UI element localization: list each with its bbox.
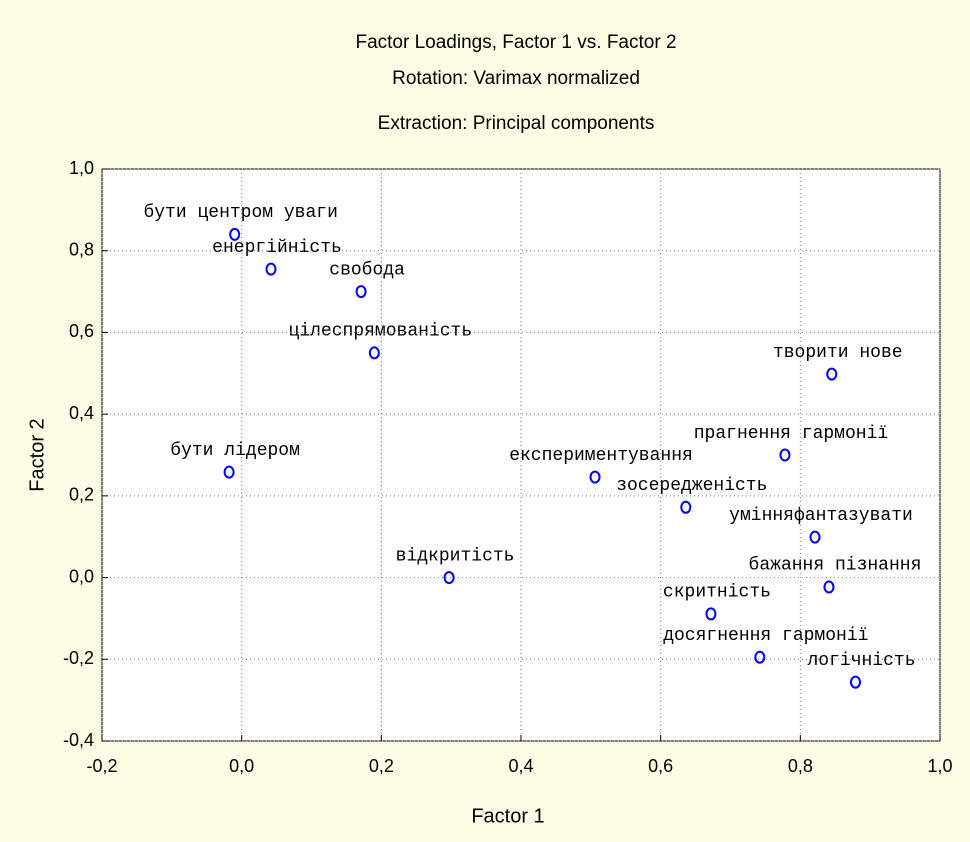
x-axis-title: Factor 1 (471, 805, 544, 827)
y-tick-label: 1,0 (69, 158, 94, 178)
point-label: експериментування (509, 446, 693, 466)
point (229, 227, 241, 241)
point-label: енергійність (212, 238, 342, 258)
point (823, 580, 835, 594)
point-label: цілеспрямованість (289, 322, 473, 342)
point (443, 571, 455, 585)
point (779, 448, 791, 462)
y-tick-label: 0,2 (69, 485, 94, 505)
point (680, 500, 692, 514)
y-tick-label: 0,8 (69, 239, 94, 259)
point-label: творити нове (773, 343, 903, 363)
y-tick-label: 0,6 (69, 321, 94, 341)
point-label: скритність (663, 583, 771, 603)
chart-subtitle: Rotation: Varimax normalized (392, 68, 640, 89)
point (826, 367, 838, 381)
x-tick-label: 0,2 (369, 756, 394, 776)
chart-title: Factor Loadings, Factor 1 vs. Factor 2 (355, 32, 676, 53)
point-label: бути лідером (170, 440, 300, 461)
point-label: бажання пізнання (749, 555, 922, 576)
point-label: прагнення гармонії (694, 424, 888, 444)
point (589, 470, 601, 484)
point (754, 650, 766, 664)
x-tick-label: 1,0 (927, 756, 952, 776)
y-tick-label: 0,4 (69, 403, 94, 423)
point (368, 346, 380, 360)
point (705, 607, 717, 621)
y-tick-label: -0,2 (63, 648, 94, 668)
point-label: свобода (329, 259, 405, 280)
point (850, 675, 862, 689)
point-label: досягнення гармонії (663, 626, 868, 646)
y-axis-title: Factor 2 (26, 418, 48, 491)
point (223, 465, 235, 479)
point (265, 262, 277, 276)
chart-subtitle: Extraction: Principal components (378, 113, 655, 134)
point-label: умінняфантазувати (729, 506, 913, 526)
x-tick-label: 0,4 (508, 756, 533, 776)
point-label: бути центром уваги (143, 202, 337, 223)
point (355, 285, 367, 299)
x-tick-label: 0,8 (788, 756, 813, 776)
point (809, 530, 821, 544)
x-tick-label: -0,2 (86, 756, 117, 776)
y-tick-label: -0,4 (63, 730, 94, 750)
x-tick-label: 0,6 (648, 756, 673, 776)
x-tick-label: 0,0 (229, 756, 254, 776)
point-label: зосередженість (616, 476, 767, 496)
point-label: логічність (807, 651, 915, 671)
y-tick-label: 0,0 (69, 566, 94, 586)
point-label: відкритість (396, 546, 515, 566)
